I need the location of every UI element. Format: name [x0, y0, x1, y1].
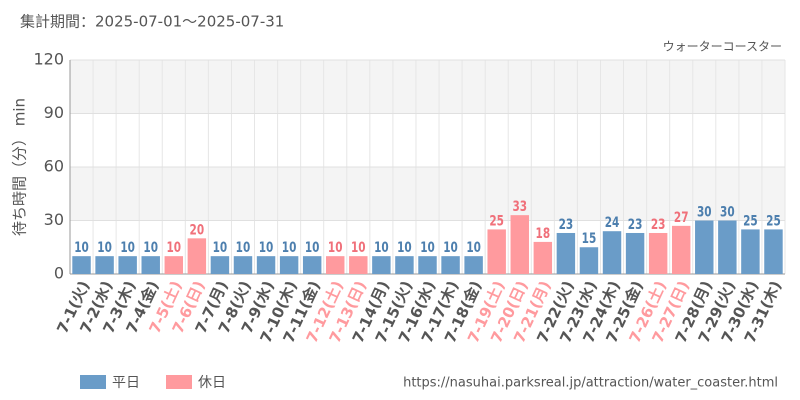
- legend-label: 休日: [198, 375, 226, 391]
- bar: [164, 256, 184, 274]
- bar: [764, 229, 783, 274]
- value-label: 10: [166, 240, 181, 256]
- bar: [695, 220, 714, 274]
- bar: [302, 256, 322, 274]
- grid-band: [70, 60, 785, 114]
- value-label: 10: [282, 240, 297, 256]
- bar: [326, 256, 345, 274]
- value-label: 10: [374, 240, 389, 256]
- bar: [210, 256, 230, 274]
- bar: [556, 232, 576, 274]
- bar: [349, 256, 368, 274]
- bar: [648, 232, 668, 274]
- value-label: 10: [466, 240, 481, 256]
- value-label: 10: [97, 240, 112, 256]
- value-label: 15: [582, 231, 597, 247]
- value-label: 25: [766, 213, 781, 229]
- value-label: 10: [305, 240, 320, 256]
- y-tick-label: 120: [33, 50, 64, 69]
- value-label: 20: [190, 222, 205, 238]
- bar: [464, 256, 483, 274]
- value-label: 10: [213, 240, 228, 256]
- bar: [372, 256, 391, 274]
- value-label: 10: [236, 240, 251, 256]
- value-label: 10: [443, 240, 458, 256]
- bar: [533, 241, 553, 274]
- legend-swatch: [166, 375, 192, 389]
- value-label: 25: [743, 213, 758, 229]
- bar: [718, 220, 737, 274]
- value-label: 24: [605, 215, 620, 231]
- value-label: 23: [628, 216, 643, 232]
- legend-swatch: [80, 375, 106, 389]
- value-label: 25: [489, 213, 504, 229]
- bar: [395, 256, 414, 274]
- grid-band: [70, 167, 785, 221]
- value-label: 10: [74, 240, 89, 256]
- bar: [487, 229, 506, 274]
- bar: [579, 247, 599, 274]
- bar: [279, 256, 299, 274]
- bar: [602, 231, 622, 274]
- value-label: 10: [259, 240, 274, 256]
- value-label: 30: [720, 204, 735, 220]
- bar: [141, 256, 160, 274]
- value-label: 23: [651, 216, 666, 232]
- value-label: 10: [351, 240, 366, 256]
- bar: [72, 256, 91, 274]
- value-label: 10: [397, 240, 412, 256]
- bar: [95, 256, 114, 274]
- value-label: 23: [559, 216, 574, 232]
- chart-title: 集計期間：2025-07-01～2025-07-31: [20, 13, 284, 31]
- bar: [187, 238, 207, 274]
- bar: [741, 229, 760, 274]
- bar: [625, 232, 645, 274]
- bar: [118, 256, 137, 274]
- value-label: 18: [536, 225, 551, 241]
- bar: [418, 256, 437, 274]
- value-label: 27: [674, 209, 689, 225]
- bar: [671, 225, 691, 274]
- value-label: 10: [420, 240, 435, 256]
- chart-subtitle: ウォーターコースター: [663, 40, 782, 54]
- bar: [256, 256, 276, 274]
- legend-label: 平日: [112, 375, 140, 391]
- y-axis-label: 待ち時間（分） min: [11, 98, 29, 236]
- y-tick-label: 0: [54, 264, 64, 283]
- bar: [233, 256, 253, 274]
- value-label: 33: [512, 199, 527, 215]
- bar: [441, 256, 460, 274]
- value-label: 10: [328, 240, 343, 256]
- y-tick-label: 90: [44, 103, 64, 122]
- source-url: https://nasuhai.parksreal.jp/attraction/…: [403, 376, 778, 391]
- value-label: 30: [697, 204, 712, 220]
- y-tick-label: 30: [44, 210, 64, 229]
- value-label: 10: [120, 240, 135, 256]
- bar: [510, 215, 529, 274]
- y-tick-label: 60: [44, 157, 64, 176]
- value-label: 10: [143, 240, 158, 256]
